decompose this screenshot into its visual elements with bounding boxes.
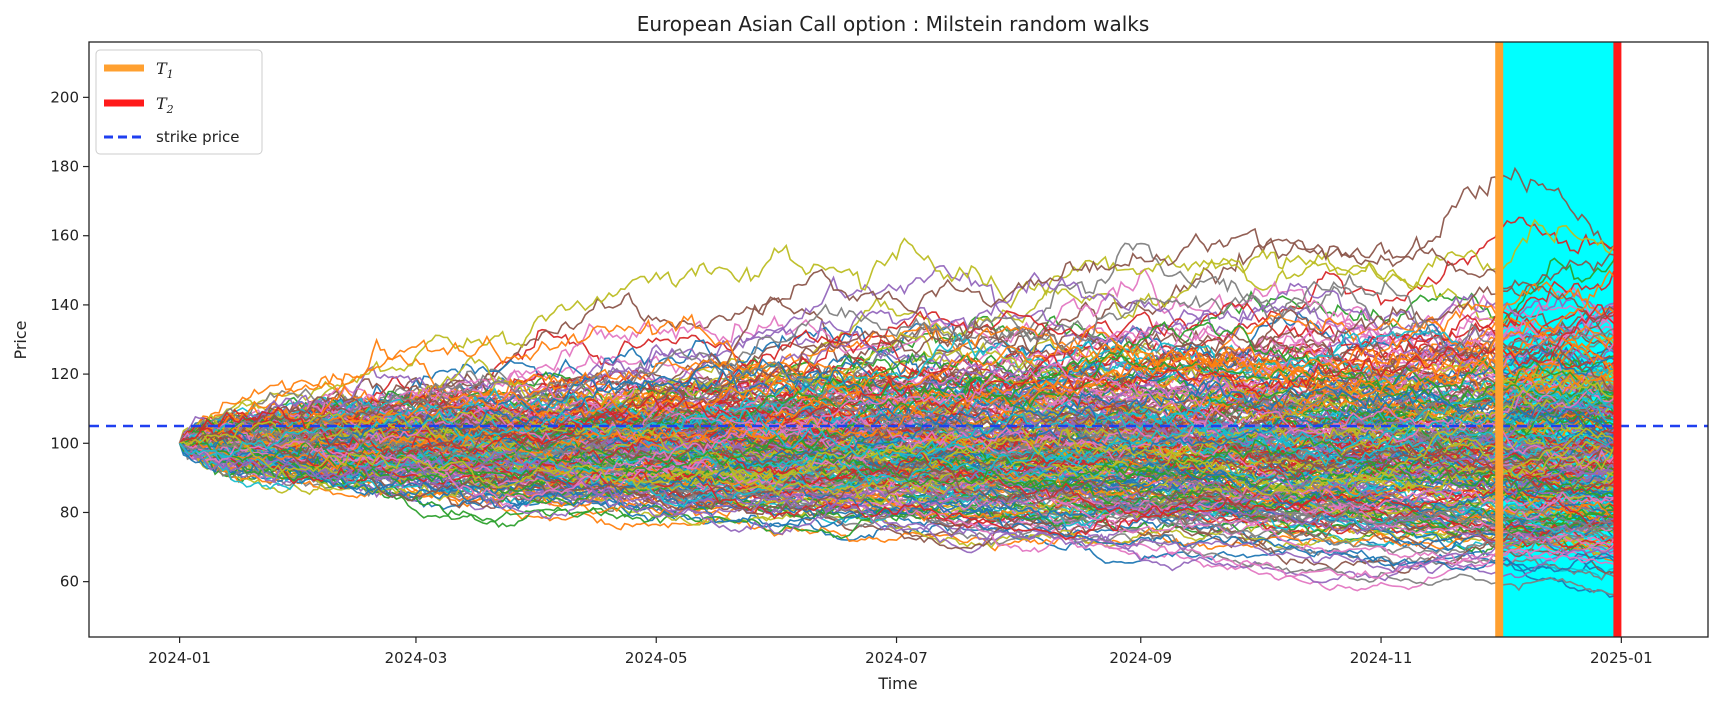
random-walk-path: [179, 435, 1618, 575]
random-walk-path: [179, 313, 1618, 449]
x-tick-label: 2024-01: [148, 649, 211, 667]
random-walk-path: [179, 362, 1619, 501]
random-walk-path: [179, 360, 1618, 531]
random-walk-path: [179, 305, 1619, 452]
random-walk-path: [179, 438, 1618, 568]
random-walk-path: [179, 401, 1618, 520]
x-tick-label: 2024-11: [1350, 649, 1413, 667]
random-walk-path: [179, 430, 1618, 507]
random-walk-path: [179, 218, 1618, 447]
random-walk-path: [178, 381, 1619, 496]
chart-title: European Asian Call option : Milstein ra…: [637, 12, 1150, 36]
legend-entry-t1: T1: [104, 59, 174, 81]
random-walk-path: [178, 442, 1618, 574]
x-tick-label: 2024-07: [865, 649, 928, 667]
random-walk-path: [179, 346, 1618, 457]
legend-entry-t2: T2: [104, 94, 174, 116]
legend: T1 T2 strike price: [95, 49, 263, 155]
random-walk-path: [178, 303, 1619, 456]
random-walk-path: [179, 344, 1618, 466]
x-tick-label: 2024-03: [385, 649, 448, 667]
random-walk-path: [179, 369, 1618, 493]
legend-entry-strike: strike price: [104, 128, 240, 146]
y-tick-label: 60: [60, 573, 79, 591]
y-tick-label: 200: [50, 88, 79, 106]
y-tick-label: 180: [50, 158, 79, 176]
legend-label-t2: T2: [156, 94, 174, 116]
x-tick-label: 2024-09: [1109, 649, 1172, 667]
y-tick-label: 120: [50, 365, 79, 383]
legend-label-strike: strike price: [156, 128, 240, 146]
random-walk-path: [179, 409, 1618, 496]
random-walk-path: [179, 269, 1618, 471]
x-tick-label: 2025-01: [1590, 649, 1653, 667]
random-walk-path: [179, 376, 1618, 496]
plot-area: [88, 41, 1709, 638]
y-axis-label: Price: [11, 320, 30, 359]
random-walk-path: [179, 406, 1618, 499]
random-walk-path: [179, 437, 1619, 498]
random-walk-path: [179, 424, 1618, 516]
random-walk-path: [179, 378, 1618, 508]
plot-frame: [88, 41, 1709, 638]
random-walk-path: [179, 394, 1618, 494]
y-tick-label: 160: [50, 227, 79, 245]
y-tick-label: 80: [60, 503, 79, 521]
x-axis-label: Time: [877, 674, 917, 693]
x-axis-ticks: 2024-01 2024-03 2024-05 2024-07 2024-09 2024-…: [148, 637, 1653, 667]
random-walk-path: [179, 386, 1618, 486]
y-axis-ticks: 60 80 100 120 140 160 180 200: [50, 88, 89, 591]
random-walk-path: [179, 273, 1619, 452]
legend-box: [95, 49, 263, 155]
random-walk-path: [179, 337, 1619, 450]
legend-label-t1: T1: [156, 59, 174, 81]
random-walk-path: [179, 385, 1618, 470]
random-walk-paths: [178, 166, 1619, 598]
random-walk-path: [178, 329, 1618, 463]
y-tick-label: 140: [50, 296, 79, 314]
x-tick-label: 2024-05: [625, 649, 688, 667]
y-tick-label: 100: [50, 434, 79, 452]
random-walk-path: [179, 441, 1618, 528]
